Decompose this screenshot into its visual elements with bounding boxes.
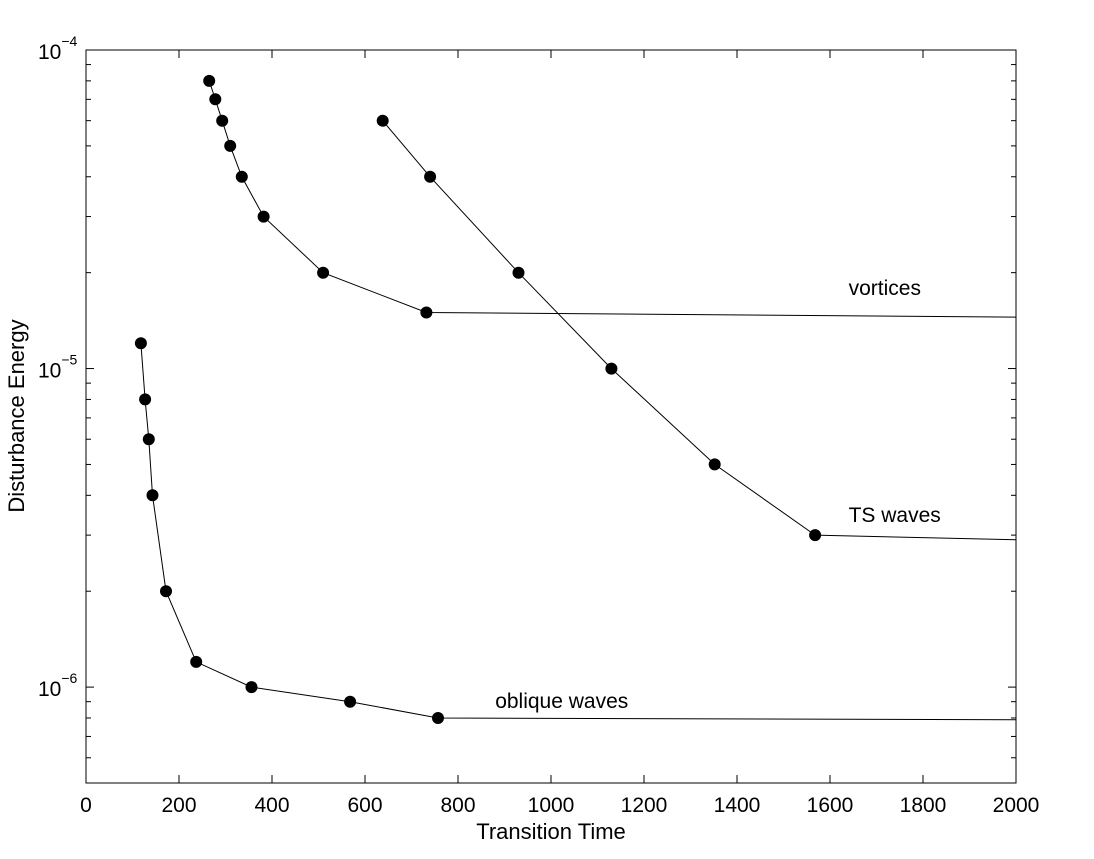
data-point-ts-waves — [376, 114, 389, 127]
data-point-vortices — [257, 210, 270, 223]
x-axis-title: Transition Time — [476, 819, 626, 844]
data-point-oblique-waves — [139, 393, 152, 406]
data-point-oblique-waves — [190, 655, 203, 668]
x-tick-label: 1400 — [714, 794, 761, 817]
x-tick-label: 1600 — [807, 794, 854, 817]
x-tick-label: 600 — [347, 794, 382, 817]
x-tick-label: 1200 — [621, 794, 668, 817]
data-point-oblique-waves — [134, 337, 147, 350]
y-tick-exponent: −6 — [61, 670, 77, 686]
plot-area-frame — [85, 49, 1017, 784]
data-point-ts-waves — [424, 170, 437, 183]
x-tick-label: 2000 — [993, 794, 1040, 817]
axis-ticks — [85, 49, 1017, 784]
series-layer — [134, 74, 1017, 724]
data-point-vortices — [224, 139, 237, 152]
x-tick-label: 0 — [80, 794, 92, 817]
y-tick-base: 10 — [38, 678, 61, 701]
data-point-oblique-waves — [160, 585, 172, 598]
data-point-vortices — [317, 266, 330, 279]
y-tick-exponent: −4 — [61, 33, 77, 49]
series-line-oblique-waves — [140, 343, 1017, 721]
series-vortices — [203, 74, 1017, 319]
data-point-oblique-waves — [245, 681, 258, 694]
data-point-vortices — [216, 114, 229, 127]
series-oblique-waves — [134, 337, 1017, 724]
series-annotation: TS waves — [849, 504, 941, 527]
series-annotation: vortices — [849, 277, 921, 300]
data-point-oblique-waves — [146, 489, 159, 502]
data-point-vortices — [209, 93, 222, 106]
data-point-oblique-waves — [432, 712, 444, 724]
data-point-ts-waves — [809, 529, 822, 542]
data-point-ts-waves — [708, 458, 721, 471]
y-tick-base: 10 — [38, 41, 61, 64]
y-axis-title: Disturbance Energy — [4, 319, 29, 512]
data-point-vortices — [420, 306, 433, 319]
series-annotation: oblique waves — [495, 690, 628, 713]
data-point-vortices — [235, 170, 248, 183]
data-point-oblique-waves — [344, 695, 357, 708]
y-tick-label: 10−4 — [38, 33, 78, 64]
x-tick-label: 400 — [254, 794, 289, 817]
x-tick-label: 800 — [440, 794, 475, 817]
y-tick-label: 10−6 — [38, 670, 78, 701]
series-ts-waves — [376, 114, 1017, 542]
y-tick-base: 10 — [38, 360, 61, 383]
x-tick-label: 200 — [161, 794, 196, 817]
data-point-ts-waves — [605, 362, 618, 375]
data-point-ts-waves — [512, 266, 525, 279]
x-tick-label: 1000 — [528, 794, 575, 817]
data-point-vortices — [203, 74, 216, 87]
y-tick-label: 10−5 — [38, 352, 78, 383]
y-tick-exponent: −5 — [61, 352, 77, 368]
x-tick-label: 1800 — [900, 794, 947, 817]
axis-labels: 0 200 400 600 800 1000 1200 1400 1600 1800 200010−… — [38, 33, 1039, 817]
data-point-oblique-waves — [142, 433, 155, 446]
